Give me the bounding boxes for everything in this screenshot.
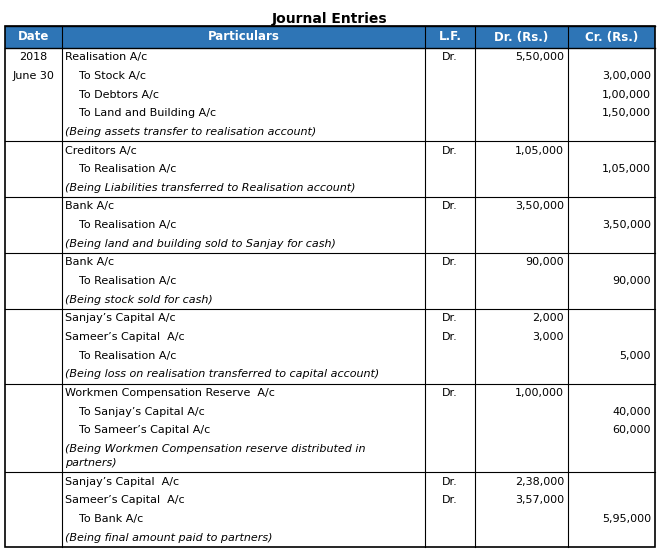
Text: To Sanjay’s Capital A/c: To Sanjay’s Capital A/c [65, 407, 205, 417]
Bar [5, 384, 655, 402]
Text: 3,000: 3,000 [533, 332, 564, 342]
Text: Dr.: Dr. [442, 332, 458, 342]
Text: Workmen Compensation Reserve  A/c: Workmen Compensation Reserve A/c [65, 388, 275, 398]
Bar [5, 26, 655, 48]
Text: 1,50,000: 1,50,000 [602, 108, 651, 118]
Bar [5, 421, 655, 439]
Text: Date: Date [18, 30, 50, 44]
Text: 90,000: 90,000 [525, 257, 564, 267]
Text: Dr.: Dr. [442, 257, 458, 267]
Text: 3,57,000: 3,57,000 [515, 495, 564, 506]
Text: To Bank A/c: To Bank A/c [65, 514, 143, 524]
Text: partners): partners) [65, 458, 117, 468]
Text: 40,000: 40,000 [612, 407, 651, 417]
Text: L.F.: L.F. [438, 30, 461, 44]
Text: To Realisation A/c: To Realisation A/c [65, 220, 177, 230]
Text: Sanjay’s Capital  A/c: Sanjay’s Capital A/c [65, 477, 180, 487]
Text: To Realisation A/c: To Realisation A/c [65, 351, 177, 360]
Bar [5, 309, 655, 328]
Bar [5, 235, 655, 253]
Text: Journal Entries: Journal Entries [272, 12, 388, 26]
Text: (Being final amount paid to partners): (Being final amount paid to partners) [65, 533, 273, 543]
Bar [5, 160, 655, 178]
Text: June 30: June 30 [13, 71, 55, 81]
Text: Dr.: Dr. [442, 314, 458, 323]
Text: Dr.: Dr. [442, 388, 458, 398]
Text: (Being stock sold for cash): (Being stock sold for cash) [65, 295, 213, 305]
Bar [5, 141, 655, 160]
Text: 90,000: 90,000 [612, 276, 651, 286]
Text: 1,00,000: 1,00,000 [515, 388, 564, 398]
Text: Sanjay’s Capital A/c: Sanjay’s Capital A/c [65, 314, 176, 323]
Bar [5, 253, 655, 272]
Text: 2,000: 2,000 [532, 314, 564, 323]
Text: (Being assets transfer to realisation account): (Being assets transfer to realisation ac… [65, 127, 316, 137]
Bar [5, 439, 655, 473]
Text: 1,05,000: 1,05,000 [515, 146, 564, 156]
Bar [5, 290, 655, 309]
Bar [5, 509, 655, 528]
Text: Particulars: Particulars [208, 30, 279, 44]
Text: Dr.: Dr. [442, 477, 458, 487]
Bar [5, 528, 655, 547]
Text: 3,50,000: 3,50,000 [515, 201, 564, 211]
Bar [5, 104, 655, 123]
Text: 1,05,000: 1,05,000 [602, 164, 651, 174]
Bar [5, 178, 655, 197]
Bar [5, 197, 655, 216]
Text: Sameer’s Capital  A/c: Sameer’s Capital A/c [65, 332, 185, 342]
Text: 5,000: 5,000 [620, 351, 651, 360]
Bar [5, 346, 655, 365]
Bar [5, 473, 655, 491]
Text: Dr.: Dr. [442, 146, 458, 156]
Bar [5, 365, 655, 384]
Text: To Realisation A/c: To Realisation A/c [65, 164, 177, 174]
Bar [5, 48, 655, 67]
Text: Dr.: Dr. [442, 495, 458, 506]
Text: To Sameer’s Capital A/c: To Sameer’s Capital A/c [65, 425, 211, 435]
Text: (Being land and building sold to Sanjay for cash): (Being land and building sold to Sanjay … [65, 239, 336, 249]
Bar [5, 86, 655, 104]
Text: To Stock A/c: To Stock A/c [65, 71, 147, 81]
Bar [5, 272, 655, 290]
Text: Dr.: Dr. [442, 52, 458, 62]
Bar [5, 491, 655, 509]
Text: 5,95,000: 5,95,000 [602, 514, 651, 524]
Text: To Land and Building A/c: To Land and Building A/c [65, 108, 216, 118]
Bar [5, 216, 655, 235]
Text: 1,00,000: 1,00,000 [602, 89, 651, 99]
Text: Cr. (Rs.): Cr. (Rs.) [585, 30, 638, 44]
Text: 3,50,000: 3,50,000 [602, 220, 651, 230]
Bar [5, 402, 655, 421]
Text: 3,00,000: 3,00,000 [602, 71, 651, 81]
Text: 5,50,000: 5,50,000 [515, 52, 564, 62]
Bar [5, 67, 655, 86]
Text: Dr.: Dr. [442, 201, 458, 211]
Text: Bank A/c: Bank A/c [65, 201, 114, 211]
Bar [5, 123, 655, 141]
Text: 60,000: 60,000 [612, 425, 651, 435]
Text: (Being Liabilities transferred to Realisation account): (Being Liabilities transferred to Realis… [65, 183, 356, 193]
Text: Realisation A/c: Realisation A/c [65, 52, 147, 62]
Text: 2,38,000: 2,38,000 [515, 477, 564, 487]
Text: 2018: 2018 [20, 52, 48, 62]
Bar [5, 328, 655, 346]
Text: To Realisation A/c: To Realisation A/c [65, 276, 177, 286]
Text: Sameer’s Capital  A/c: Sameer’s Capital A/c [65, 495, 185, 506]
Text: To Debtors A/c: To Debtors A/c [65, 89, 159, 99]
Text: Bank A/c: Bank A/c [65, 257, 114, 267]
Text: Creditors A/c: Creditors A/c [65, 146, 137, 156]
Text: (Being Workmen Compensation reserve distributed in: (Being Workmen Compensation reserve dist… [65, 444, 366, 454]
Text: Dr. (Rs.): Dr. (Rs.) [494, 30, 548, 44]
Text: (Being loss on realisation transferred to capital account): (Being loss on realisation transferred t… [65, 369, 380, 379]
